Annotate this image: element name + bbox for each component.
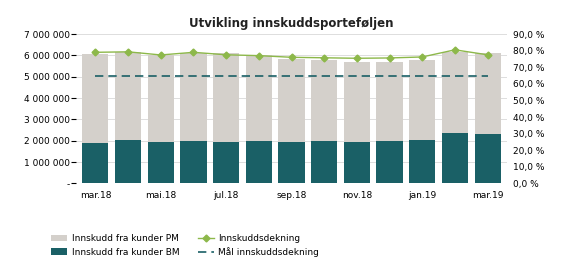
Bar [82, 143, 108, 183]
Bar [344, 62, 370, 142]
Bar [246, 55, 272, 141]
Bar [344, 142, 370, 183]
Bar [246, 141, 272, 183]
Bar [311, 60, 337, 141]
Bar [442, 52, 468, 133]
Bar [409, 140, 436, 183]
Bar [180, 141, 206, 183]
Bar [180, 53, 206, 141]
Bar [279, 59, 304, 142]
Bar [475, 53, 501, 134]
Title: Utvikling innskuddsporteføljen: Utvikling innskuddsporteføljen [189, 17, 394, 30]
Bar [147, 142, 174, 183]
Bar [213, 142, 239, 183]
Bar [442, 133, 468, 183]
Bar [475, 134, 501, 183]
Bar [377, 141, 403, 183]
Bar [82, 54, 108, 143]
Bar [115, 52, 141, 140]
Bar [279, 142, 304, 183]
Bar [377, 62, 403, 141]
Bar [213, 53, 239, 142]
Bar [115, 140, 141, 183]
Legend: Innskudd fra kunder PM, Innskudd fra kunder BM, Innskuddsdekning, Mål innskuddsd: Innskudd fra kunder PM, Innskudd fra kun… [51, 234, 319, 258]
Bar [147, 55, 174, 142]
Bar [409, 60, 436, 140]
Bar [311, 141, 337, 183]
